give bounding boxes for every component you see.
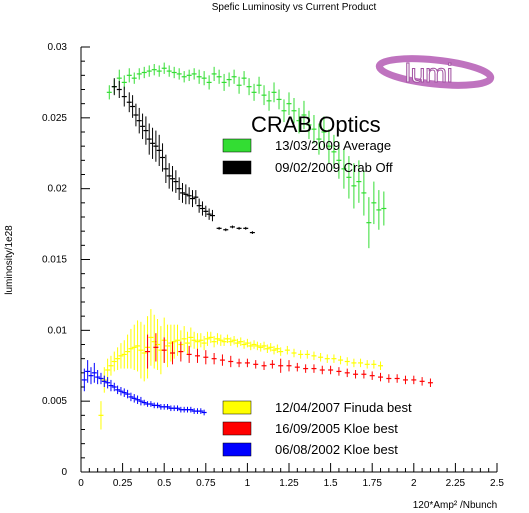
legend-label: 13/03/2009 Average: [275, 138, 391, 153]
y-tick-label: 0.02: [48, 184, 68, 195]
y-tick-label: 0.01: [48, 325, 68, 336]
x-axis-label: 120*Amp² /Nbunch: [413, 500, 498, 511]
chart-title: Spefic Luminosity vs Current Product: [212, 2, 377, 13]
legend-swatch: [222, 138, 252, 153]
series-3: [145, 333, 433, 387]
series-1: [111, 78, 255, 234]
legend-swatch: [222, 442, 252, 457]
legend-label: 12/04/2007 Finuda best: [275, 400, 412, 415]
data-series: [81, 62, 433, 430]
y-tick-label: 0.03: [48, 42, 68, 53]
x-tick-label: 0: [78, 478, 84, 489]
y-axis-ticks: 0 0.005 0.01 0.015 0.02 0.025 0.03: [42, 42, 90, 478]
legend-label: 16/09/2005 Kloe best: [275, 421, 398, 436]
y-axis-label: luminosity/1e28: [4, 225, 15, 295]
legend-top: 13/03/2009 Average 09/02/2009 Crab Off: [222, 138, 393, 175]
x-tick-label: 1: [245, 478, 251, 489]
legend-swatch: [222, 160, 252, 175]
x-tick-label: 0.25: [113, 478, 133, 489]
x-tick-label: 2: [411, 478, 417, 489]
x-tick-label: 1.25: [279, 478, 299, 489]
y-tick-label: 0.025: [42, 113, 67, 124]
legend-bottom: 12/04/2007 Finuda best 16/09/2005 Kloe be…: [222, 400, 412, 457]
y-tick-label: 0: [61, 467, 67, 478]
legend-swatch: [222, 400, 252, 415]
legend-label: 09/02/2009 Crab Off: [275, 160, 393, 175]
lumi-logo: lumi: [375, 55, 495, 89]
y-tick-label: 0.015: [42, 255, 67, 266]
legend-swatch: [222, 421, 252, 436]
logo-text: lumi: [405, 58, 453, 88]
x-tick-label: 0.5: [157, 478, 171, 489]
x-tick-label: 2.5: [490, 478, 504, 489]
legend-label: 06/08/2002 Kloe best: [275, 442, 398, 457]
y-tick-label: 0.005: [42, 396, 67, 407]
crab-optics-annotation: CRAB Optics: [251, 112, 381, 137]
x-tick-label: 1.75: [362, 478, 382, 489]
x-tick-label: 0.75: [196, 478, 216, 489]
x-axis-ticks: 0 0.25 0.5 0.75 1 1.25 1.5 1.75 2 2.25 2.5: [78, 463, 504, 489]
x-tick-label: 1.5: [324, 478, 338, 489]
series-0: [106, 62, 387, 249]
series-4: [81, 360, 207, 416]
x-tick-label: 2.25: [446, 478, 466, 489]
